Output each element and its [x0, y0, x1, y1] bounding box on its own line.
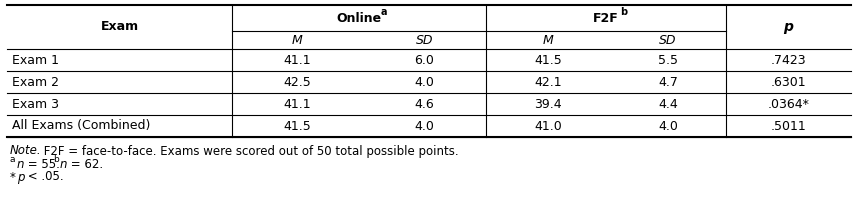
- Text: .0364*: .0364*: [768, 97, 809, 110]
- Text: .6301: .6301: [770, 76, 807, 88]
- Text: b: b: [620, 7, 627, 17]
- Text: n: n: [60, 158, 68, 171]
- Text: .5011: .5011: [770, 119, 807, 133]
- Text: 41.5: 41.5: [284, 119, 311, 133]
- Text: 42.5: 42.5: [284, 76, 311, 88]
- Text: 4.7: 4.7: [658, 76, 678, 88]
- Text: a: a: [10, 155, 15, 164]
- Text: Exam 2: Exam 2: [12, 76, 59, 88]
- Text: n: n: [17, 158, 25, 171]
- Text: 4.4: 4.4: [658, 97, 678, 110]
- Text: 39.4: 39.4: [535, 97, 562, 110]
- Text: b: b: [53, 155, 58, 164]
- Text: M: M: [542, 34, 553, 46]
- Text: 6.0: 6.0: [414, 54, 434, 67]
- Text: p: p: [783, 20, 794, 34]
- Text: 41.1: 41.1: [284, 54, 311, 67]
- Text: Exam 3: Exam 3: [12, 97, 59, 110]
- Text: Exam: Exam: [100, 21, 138, 34]
- Text: 41.1: 41.1: [284, 97, 311, 110]
- Text: F2F = face-to-face. Exams were scored out of 50 total possible points.: F2F = face-to-face. Exams were scored ou…: [40, 144, 459, 158]
- Text: All Exams (Combined): All Exams (Combined): [12, 119, 150, 133]
- Text: 4.6: 4.6: [414, 97, 434, 110]
- Text: SD: SD: [659, 34, 677, 46]
- Text: = 55.: = 55.: [24, 158, 63, 171]
- Text: Online: Online: [336, 12, 382, 25]
- Text: = 62.: = 62.: [67, 158, 103, 171]
- Text: F2F: F2F: [593, 12, 619, 25]
- Text: 4.0: 4.0: [414, 119, 434, 133]
- Text: .7423: .7423: [770, 54, 807, 67]
- Text: a: a: [381, 7, 388, 17]
- Text: 5.5: 5.5: [658, 54, 678, 67]
- Text: Note.: Note.: [10, 144, 42, 158]
- Text: 4.0: 4.0: [658, 119, 678, 133]
- Text: 41.0: 41.0: [535, 119, 562, 133]
- Text: 41.5: 41.5: [535, 54, 562, 67]
- Text: 42.1: 42.1: [535, 76, 562, 88]
- Text: M: M: [292, 34, 303, 46]
- Text: *: *: [10, 171, 16, 184]
- Text: 4.0: 4.0: [414, 76, 434, 88]
- Text: SD: SD: [416, 34, 433, 46]
- Text: < .05.: < .05.: [24, 171, 63, 184]
- Text: Exam 1: Exam 1: [12, 54, 59, 67]
- Text: p: p: [17, 171, 25, 184]
